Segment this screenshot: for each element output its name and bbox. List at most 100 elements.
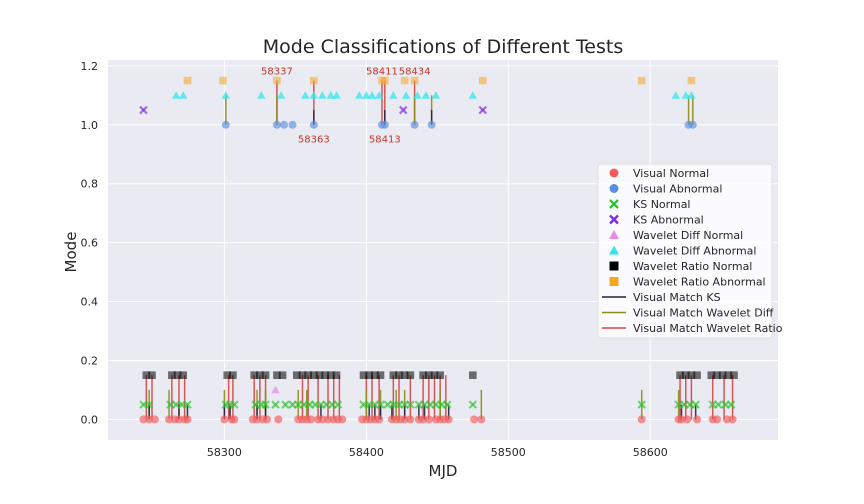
- x-tick-label: 58400: [349, 446, 384, 459]
- legend-box: [597, 163, 773, 339]
- wavelet-ratio-normal-point: [724, 371, 733, 379]
- legend-entry: Wavelet Ratio Normal: [609, 260, 752, 273]
- wavelet-diff-abnormal-point: [413, 91, 422, 99]
- visual-normal-point: [139, 415, 148, 424]
- wavelet-diff-abnormal-point: [309, 91, 319, 99]
- visual-normal-point: [165, 415, 174, 424]
- ks-normal-point: [726, 400, 736, 409]
- ks-normal-point: [376, 400, 385, 409]
- wavelet-ratio-normal-point: [676, 371, 684, 379]
- legend-label: Visual Match KS: [633, 291, 721, 304]
- visual-normal-point: [174, 415, 183, 424]
- legend-marker: [609, 277, 619, 286]
- wavelet-ratio-normal-point: [419, 371, 427, 379]
- legend-entry: KS Normal: [609, 198, 691, 211]
- wavelet-ratio-normal-point: [469, 371, 477, 379]
- wavelet-diff-abnormal-point: [326, 91, 336, 99]
- visual-normal-point: [338, 415, 347, 424]
- wavelet-ratio-normal-point: [395, 371, 403, 379]
- legend-marker: [609, 199, 619, 209]
- ks-normal-point: [144, 400, 154, 409]
- visual-abnormal-point: [380, 120, 389, 129]
- wavelet-ratio-normal-point: [371, 371, 379, 379]
- ks-abnormal-point: [139, 105, 148, 115]
- ks-normal-point: [468, 400, 478, 409]
- legend-label: Wavelet Ratio Normal: [633, 260, 752, 273]
- legend-label: Visual Normal: [633, 167, 709, 180]
- visual-normal-point: [712, 415, 721, 424]
- wavelet-ratio-normal-point: [148, 371, 156, 379]
- visual-normal-point: [150, 415, 159, 424]
- visual-normal-point: [262, 415, 271, 424]
- visual-normal-point: [318, 415, 327, 424]
- legend-entry: Wavelet Diff Normal: [609, 229, 743, 242]
- visual-normal-point: [722, 415, 731, 424]
- wavelet-ratio-abnormal-point: [219, 76, 227, 85]
- wavelet-diff-abnormal-point: [681, 91, 690, 99]
- wavelet-ratio-normal-point: [310, 371, 318, 379]
- wavelet-ratio-normal-point: [707, 371, 716, 379]
- wavelet-diff-abnormal-point: [468, 91, 478, 99]
- y-tick-label: 0.0: [81, 413, 99, 426]
- wavelet-diff-abnormal-point: [374, 91, 384, 99]
- wavelet-ratio-normal-point: [389, 371, 398, 379]
- visual-abnormal-point: [221, 120, 230, 129]
- visual-normal-point: [444, 415, 453, 424]
- ks-normal-point: [271, 400, 280, 409]
- wavelet-ratio-normal-point: [298, 371, 307, 379]
- legend-label: KS Abnormal: [633, 214, 704, 227]
- wavelet-diff-abnormal-point: [401, 91, 411, 99]
- wavelet-ratio-normal-point: [693, 371, 701, 379]
- legend-entry: Visual Abnormal: [609, 183, 722, 196]
- wavelet-diff-abnormal-point: [332, 91, 341, 99]
- annotation-label: 58363: [298, 134, 330, 145]
- wavelet-diff-abnormal-point: [421, 91, 431, 99]
- visual-normal-point: [419, 415, 428, 424]
- data-points: [139, 76, 738, 424]
- wavelet-ratio-normal-point: [223, 371, 232, 379]
- annotation-label: 58434: [399, 67, 431, 78]
- legend-label: Wavelet Ratio Abnormal: [633, 276, 766, 289]
- visual-normal-point: [677, 415, 686, 424]
- wavelet-ratio-normal-point: [365, 371, 373, 379]
- visual-abnormal-point: [288, 120, 297, 129]
- wavelet-ratio-normal-point: [681, 371, 690, 379]
- y-tick-label: 1.2: [81, 60, 99, 73]
- visual-abnormal-point: [427, 120, 436, 129]
- wavelet-ratio-normal-point: [168, 371, 176, 379]
- legend-entry: KS Abnormal: [609, 214, 704, 227]
- visual-normal-point: [683, 415, 692, 424]
- legend-entry: Wavelet Ratio Abnormal: [609, 276, 766, 289]
- wavelet-ratio-normal-point: [278, 371, 287, 379]
- match-lines: [145, 80, 734, 420]
- chart-title: Mode Classifications of Different Tests: [263, 36, 623, 58]
- y-axis-title: Mode: [62, 232, 80, 273]
- visual-abnormal-point: [280, 120, 289, 129]
- legend-marker: [609, 168, 619, 178]
- legend-entry: Visual Match Wavelet Diff: [602, 307, 774, 320]
- visual-normal-point: [424, 415, 433, 424]
- wavelet-ratio-normal-point: [332, 371, 341, 379]
- visual-normal-point: [324, 415, 333, 424]
- wavelet-ratio-abnormal-point: [381, 76, 389, 85]
- legend-entry: Wavelet Diff Abnormal: [609, 245, 756, 258]
- wavelet-ratio-normal-point: [315, 371, 324, 379]
- wavelet-diff-abnormal-point: [431, 91, 441, 99]
- visual-normal-point: [470, 415, 479, 424]
- wavelet-ratio-abnormal-point: [478, 76, 487, 85]
- wavelet-ratio-abnormal-point: [410, 76, 419, 85]
- legend-label: Visual Match Wavelet Diff: [633, 307, 774, 320]
- legend-marker: [609, 261, 619, 271]
- wavelet-ratio-normal-point: [321, 371, 329, 379]
- wavelet-ratio-abnormal-point: [310, 76, 318, 85]
- wavelet-ratio-normal-point: [273, 371, 281, 379]
- wavelet-diff-abnormal-point: [687, 91, 696, 99]
- y-tick-label: 1.0: [81, 119, 99, 132]
- legend-label: KS Normal: [633, 198, 691, 211]
- wavelet-ratio-normal-point: [718, 371, 727, 379]
- y-tick-label: 0.8: [81, 178, 99, 191]
- wavelet-diff-abnormal-point: [171, 91, 181, 99]
- wavelet-ratio-normal-point: [327, 371, 335, 379]
- wavelet-diff-abnormal-point: [355, 91, 364, 99]
